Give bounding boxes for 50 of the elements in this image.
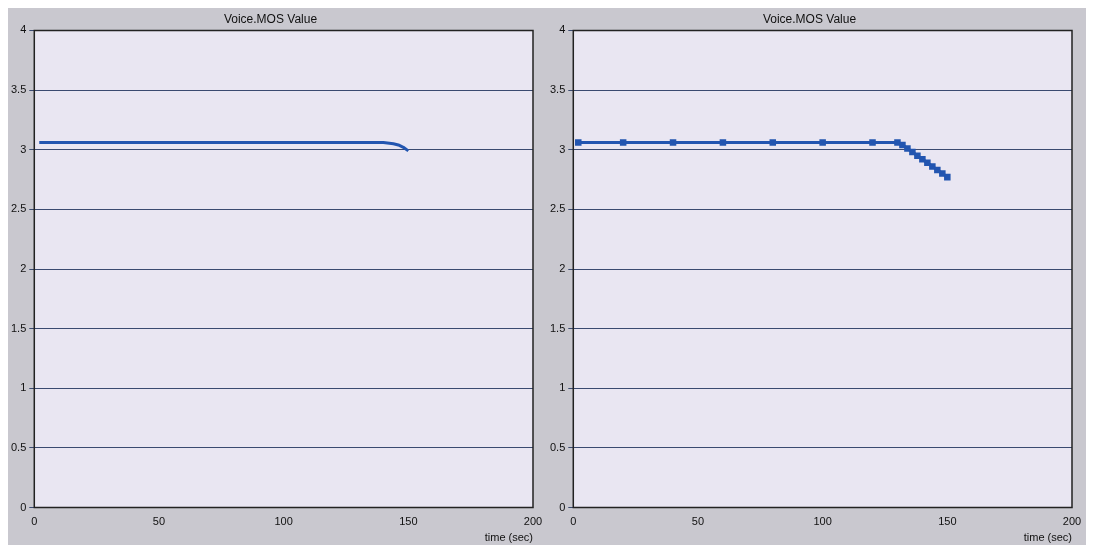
chart-title: Voice.MOS Value — [223, 11, 318, 26]
x-tick-label: 150 — [399, 515, 418, 528]
y-tick-label: 1.5 — [549, 321, 566, 334]
point — [924, 159, 931, 167]
point — [934, 166, 941, 174]
x-tick-label: 50 — [152, 515, 166, 528]
y-tick-label: 2 — [20, 262, 27, 275]
point — [944, 173, 951, 181]
y-tick-label: 1.5 — [10, 321, 27, 334]
x-tick-label: 150 — [938, 515, 957, 528]
y-tick-label: 1 — [20, 381, 27, 394]
y-tick-label: 0.5 — [549, 440, 566, 453]
x-tick-label: 100 — [813, 515, 832, 528]
point — [819, 139, 826, 146]
y-tick-label: 2.5 — [549, 202, 566, 215]
y-tick-label: 4 — [559, 23, 566, 36]
x-tick-label: 100 — [274, 515, 293, 528]
point — [904, 145, 911, 152]
point — [575, 139, 582, 146]
y-tick-label: 0 — [20, 500, 27, 513]
y-tick-label: 1 — [559, 381, 566, 394]
y-tick-label: 2 — [559, 262, 566, 275]
point — [869, 139, 876, 146]
point — [619, 139, 627, 146]
point — [914, 152, 921, 159]
x-tick-label: 50 — [691, 515, 705, 528]
x-axis-title: time (sec) — [484, 531, 533, 544]
point — [919, 155, 926, 163]
point — [909, 148, 916, 156]
y-tick-label: 2.5 — [10, 202, 27, 215]
y-tick-label: 4 — [20, 23, 27, 36]
x-axis-title: time (sec) — [1023, 531, 1072, 544]
chart-title: Voice.MOS Value — [762, 11, 857, 26]
x-tick-label: 0 — [570, 515, 577, 528]
y-tick-label: 0 — [559, 500, 566, 513]
point — [719, 139, 727, 146]
x-tick-label: 200 — [523, 515, 543, 528]
point — [899, 141, 906, 149]
x-tick-label: 200 — [1062, 515, 1082, 528]
point — [669, 139, 677, 146]
y-tick-label: 3.5 — [10, 83, 27, 96]
y-tick-label: 3.5 — [549, 83, 566, 96]
y-tick-label: 3 — [559, 142, 566, 155]
point — [769, 139, 777, 146]
point — [894, 139, 901, 146]
point — [929, 163, 936, 170]
y-tick-label: 0.5 — [10, 440, 27, 453]
x-tick-label: 0 — [31, 515, 38, 528]
point — [939, 170, 946, 177]
y-tick-label: 3 — [20, 142, 27, 155]
